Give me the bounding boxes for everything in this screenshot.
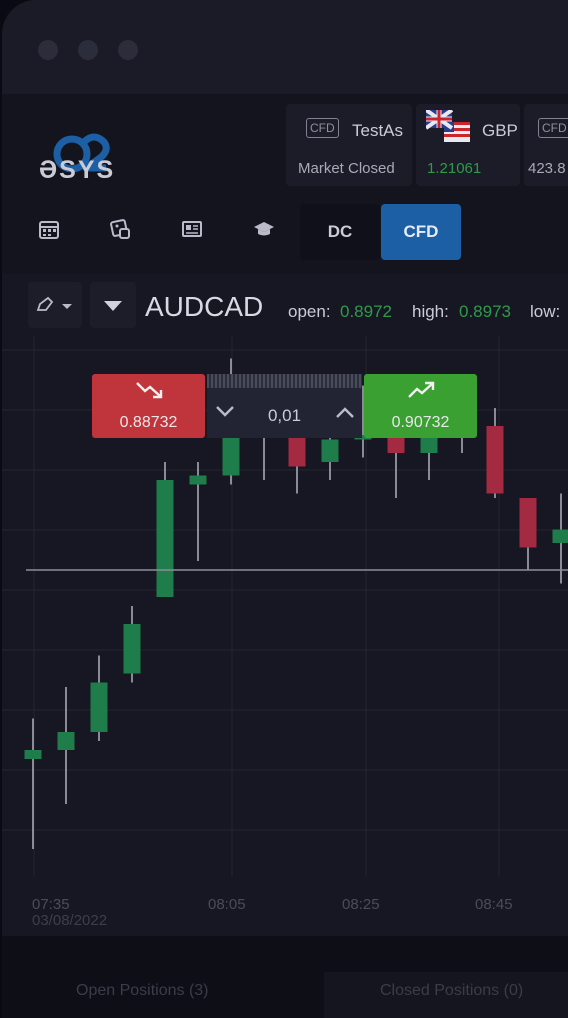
sell-price: 0.88732 — [92, 414, 205, 432]
brand-name: ƏSYS — [39, 156, 115, 185]
lot-stepper[interactable]: 0,01 — [207, 374, 362, 438]
cfd-tag: CFD — [538, 118, 568, 138]
asset-price: 423.8 — [528, 160, 566, 177]
candle-body-5 — [190, 476, 207, 485]
graduation-cap-icon[interactable] — [253, 218, 275, 240]
tab-cfd[interactable]: CFD — [381, 204, 461, 260]
trend-down-icon — [135, 380, 163, 400]
candle-body-2 — [91, 683, 108, 733]
maximize-window-dot[interactable] — [118, 40, 138, 60]
candle-body-9 — [322, 440, 339, 463]
date-label: 03/08/2022 — [32, 912, 107, 929]
asset-price: 1.21061 — [427, 160, 481, 177]
asset-card-third[interactable]: CFD 423.8 — [524, 104, 568, 186]
positions-footer: Open Positions (3) Closed Positions (0) — [2, 936, 568, 1018]
buy-button[interactable]: 0.90732 — [364, 374, 477, 438]
chart-header: AUDCAD open: 0.8972 high: 0.8973 low: — [2, 274, 568, 336]
asset-status: Market Closed — [298, 160, 395, 177]
asset-card-testasset[interactable]: CFD TestAs Market Closed — [286, 104, 412, 186]
candle-body-16 — [553, 530, 568, 544]
sell-button[interactable]: 0.88732 — [92, 374, 205, 438]
candle-body-1 — [58, 732, 75, 750]
x-tick-3: 08:45 — [475, 896, 513, 913]
asset-name: GBP — [482, 121, 518, 141]
toolbar: DC CFD — [2, 196, 568, 274]
drawing-tools-button[interactable] — [28, 282, 82, 328]
cfd-tag: CFD — [306, 118, 339, 138]
pen-tool-icon — [36, 296, 76, 314]
close-window-dot[interactable] — [38, 40, 58, 60]
uk-us-flag-icon — [426, 110, 472, 144]
title-bar — [2, 0, 568, 94]
tab-dc[interactable]: DC — [300, 204, 380, 260]
buy-price: 0.90732 — [364, 414, 477, 432]
header-bar: ƏSYS CFD TestAs Market Closed GBP 1.2106… — [2, 94, 568, 196]
tab-closed-positions[interactable]: Closed Positions (0) — [380, 982, 523, 1000]
trend-up-icon — [407, 380, 435, 400]
open-label: open: — [288, 302, 331, 322]
chevron-up-icon[interactable] — [336, 406, 354, 418]
dice-icon[interactable] — [109, 218, 131, 240]
candle-body-3 — [124, 624, 141, 674]
candle-body-0 — [25, 750, 42, 759]
high-value: 0.8973 — [459, 302, 511, 322]
high-label: high: — [412, 302, 449, 322]
candle-body-4 — [157, 480, 174, 597]
x-tick-2: 08:25 — [342, 896, 380, 913]
low-label: low: — [530, 302, 560, 322]
symbol-dropdown-button[interactable] — [90, 282, 136, 328]
candle-body-15 — [520, 498, 537, 548]
calendar-icon[interactable] — [38, 218, 60, 240]
candle-body-14 — [487, 426, 504, 494]
chevron-down-icon — [103, 300, 123, 312]
asset-name: TestAs — [352, 121, 403, 141]
newspaper-icon[interactable] — [181, 218, 203, 240]
x-tick-0: 07:35 — [32, 896, 70, 913]
symbol-title: AUDCAD — [145, 291, 263, 323]
minimize-window-dot[interactable] — [78, 40, 98, 60]
tab-open-positions[interactable]: Open Positions (3) — [76, 982, 209, 1000]
open-value: 0.8972 — [340, 302, 392, 322]
candle-body-8 — [289, 435, 306, 467]
price-chart[interactable]: 0.88732 0,01 0.90732 07:35 08:05 08:25 0… — [2, 336, 568, 936]
drag-handle[interactable] — [207, 374, 362, 388]
asset-card-gbp[interactable]: GBP 1.21061 — [416, 104, 520, 186]
x-tick-1: 08:05 — [208, 896, 246, 913]
